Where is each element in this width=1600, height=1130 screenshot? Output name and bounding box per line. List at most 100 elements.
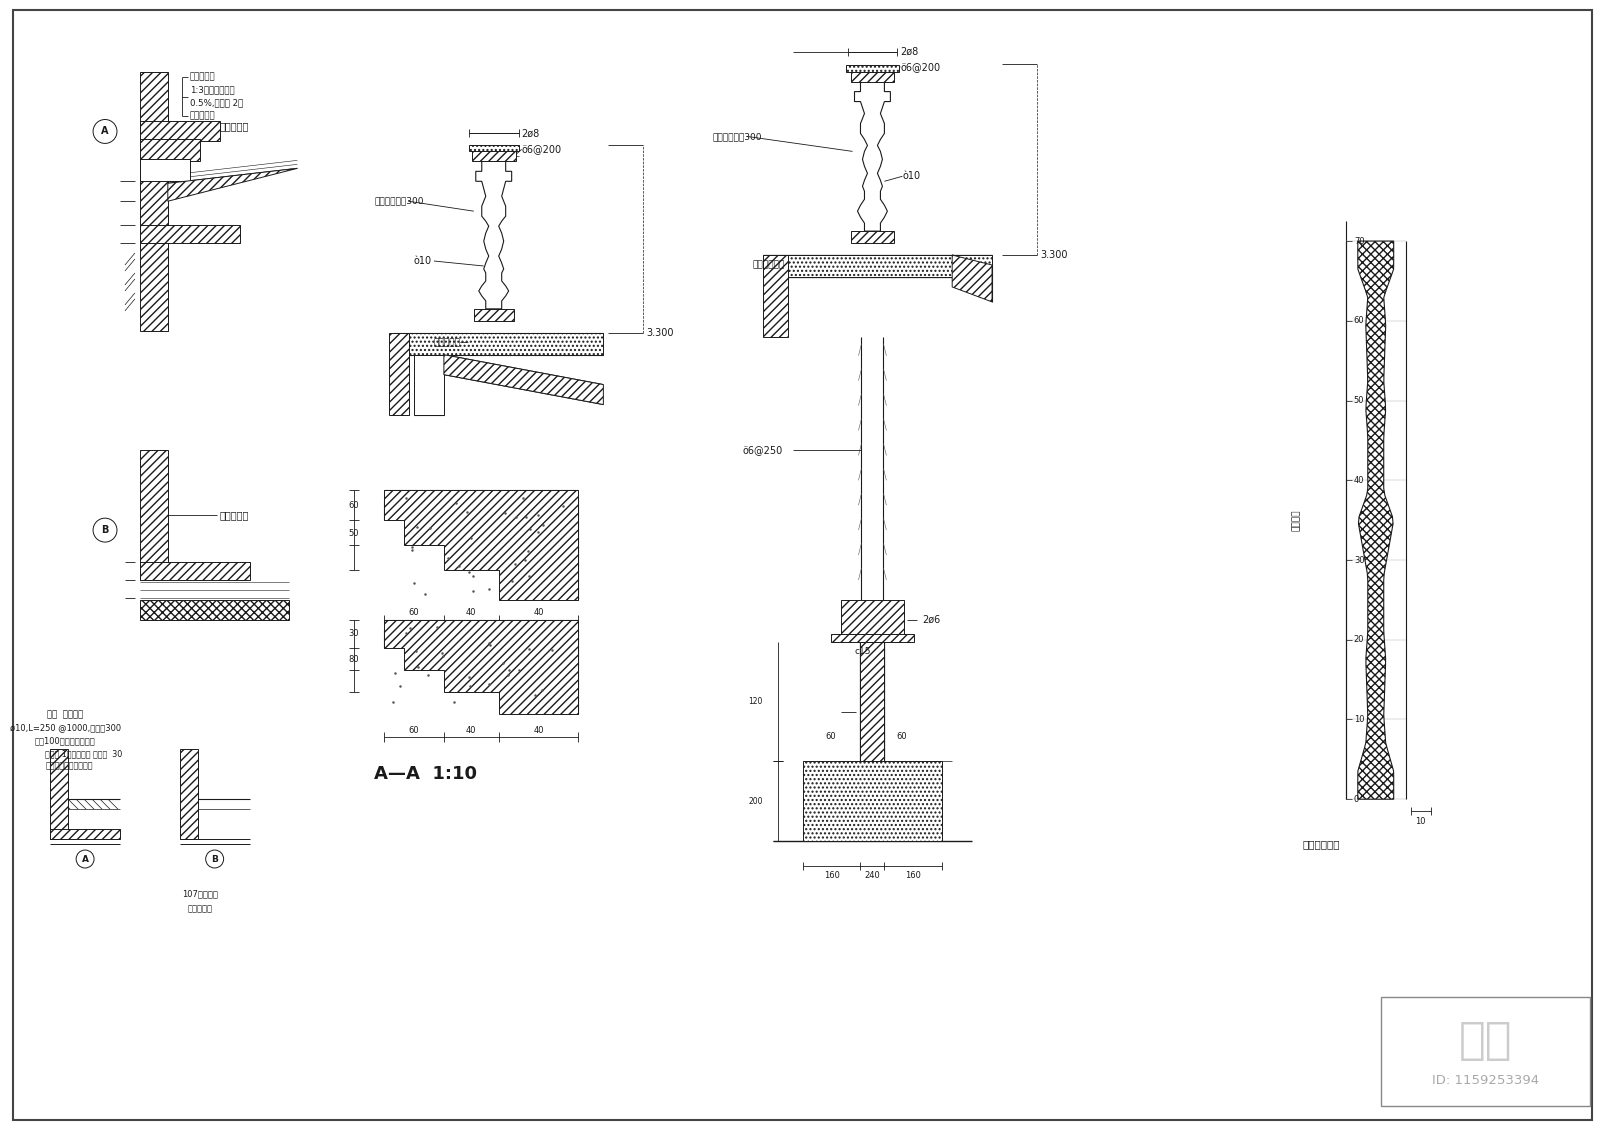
Polygon shape (168, 168, 298, 201)
Text: 80: 80 (349, 655, 358, 664)
Text: www.znzmo.com: www.znzmo.com (1011, 400, 1093, 461)
Text: 60: 60 (408, 608, 419, 617)
Text: 40: 40 (466, 725, 477, 734)
Bar (803, 762, 942, 841)
Text: 用润压条压紧带条压孔: 用润压条压紧带条压孔 (45, 762, 93, 771)
Polygon shape (50, 829, 120, 840)
Text: A—A  1:10: A—A 1:10 (374, 765, 477, 783)
Text: 2ø8: 2ø8 (522, 129, 539, 139)
Text: ò10: ò10 (414, 257, 432, 266)
Bar (139, 139, 200, 162)
Bar (474, 308, 514, 321)
Text: www.znzmo.com: www.znzmo.com (757, 146, 850, 217)
Text: 预制栏杆间距300: 预制栏杆间距300 (714, 132, 763, 141)
Polygon shape (861, 642, 885, 762)
Text: 0.5%,最薄处 2厘: 0.5%,最薄处 2厘 (190, 98, 243, 107)
Bar (179, 749, 198, 840)
Text: ID: 1159253394: ID: 1159253394 (1432, 1074, 1539, 1087)
Text: 160: 160 (906, 871, 922, 880)
Text: 预制栏杆样样: 预制栏杆样样 (1302, 840, 1339, 849)
Text: www.znzmo.com: www.znzmo.com (1054, 694, 1149, 765)
Polygon shape (443, 355, 603, 405)
Bar (763, 255, 787, 337)
Bar (139, 600, 290, 620)
Bar (851, 232, 894, 243)
Text: B: B (211, 854, 218, 863)
Text: 0: 0 (1354, 794, 1358, 803)
Text: 70: 70 (1354, 236, 1365, 245)
Bar (139, 225, 240, 243)
Text: 60: 60 (349, 501, 358, 510)
Text: www.znzmo.com: www.znzmo.com (910, 798, 994, 860)
Bar (840, 600, 904, 635)
Text: 知末网: 知末网 (243, 520, 266, 540)
Text: 卷材防水层: 卷材防水层 (187, 904, 213, 913)
Text: A: A (82, 854, 88, 863)
Text: 120: 120 (749, 697, 763, 706)
Text: 2ø6: 2ø6 (922, 615, 941, 625)
Text: ö6@200: ö6@200 (901, 62, 941, 71)
Text: 50: 50 (349, 529, 358, 538)
Text: 3.300: 3.300 (1040, 250, 1067, 260)
Text: ø10,L=250 @1000,转角处300: ø10,L=250 @1000,转角处300 (10, 723, 120, 732)
Text: 预制栏杆间距300: 预制栏杆间距300 (374, 197, 424, 206)
Bar (394, 332, 603, 355)
Text: 160: 160 (824, 871, 840, 880)
Text: www.znzmo.com: www.znzmo.com (712, 599, 794, 661)
Bar (472, 151, 515, 162)
Text: www.znzmo.com: www.znzmo.com (413, 400, 494, 461)
Text: B: B (101, 525, 109, 536)
Bar (139, 451, 168, 580)
Bar (763, 255, 992, 277)
Bar (1381, 997, 1590, 1106)
Polygon shape (475, 162, 512, 308)
Bar (851, 71, 894, 81)
Text: 10: 10 (1354, 715, 1365, 724)
Text: 3.300: 3.300 (646, 328, 674, 338)
Text: 240: 240 (864, 871, 880, 880)
Text: 200: 200 (749, 797, 763, 806)
Text: 预埋长 1（图标中心 凡量）  30: 预埋长 1（图标中心 凡量） 30 (45, 749, 123, 758)
Text: 60: 60 (896, 732, 907, 741)
Text: 107胶水泵浆: 107胶水泵浆 (182, 889, 218, 898)
Bar (139, 159, 190, 181)
Text: 40: 40 (533, 725, 544, 734)
Text: 屋面做法一: 屋面做法一 (219, 510, 250, 520)
Text: 凡层新做法—: 凡层新做法— (434, 338, 470, 347)
Text: A: A (101, 127, 109, 137)
Text: 屋面做法二: 屋面做法二 (219, 121, 250, 131)
Text: 20: 20 (1354, 635, 1365, 644)
Text: 表样比例: 表样比例 (1291, 510, 1301, 531)
Text: 50: 50 (1354, 396, 1365, 405)
Polygon shape (384, 620, 579, 714)
Bar (414, 355, 443, 415)
Text: 通长  毹件拼板: 通长 毹件拼板 (46, 710, 83, 719)
Bar (139, 122, 219, 141)
Text: 40: 40 (1354, 476, 1365, 485)
Text: 30: 30 (349, 629, 358, 638)
Text: 30: 30 (1354, 556, 1365, 565)
Polygon shape (952, 255, 992, 302)
Text: 60: 60 (826, 732, 835, 741)
Bar (469, 146, 518, 151)
Text: www.znzmo.com: www.znzmo.com (314, 698, 395, 760)
Text: 60: 60 (1354, 316, 1365, 325)
Bar (139, 562, 250, 580)
Text: www.znzmo.com: www.znzmo.com (114, 200, 197, 262)
Polygon shape (384, 490, 579, 600)
Text: 1:3水泥砂浆找坡: 1:3水泥砂浆找坡 (190, 85, 234, 94)
Text: ö6@250: ö6@250 (742, 445, 782, 455)
Text: 40: 40 (466, 608, 477, 617)
Bar (139, 71, 168, 331)
Text: 现浇混凝土: 现浇混凝土 (190, 111, 216, 120)
Bar (389, 332, 410, 415)
Text: 知末网: 知末网 (693, 321, 714, 340)
Text: 2ø8: 2ø8 (901, 46, 918, 57)
Text: ò10: ò10 (902, 172, 920, 181)
Text: 10: 10 (1416, 817, 1426, 826)
Text: 外伸100（连筋带支架）: 外伸100（连筋带支架） (35, 736, 96, 745)
Text: c15: c15 (854, 647, 870, 657)
Text: ö6@200: ö6@200 (522, 145, 562, 155)
Text: 卷材防水层: 卷材防水层 (190, 72, 216, 81)
Text: 知未: 知未 (1459, 1019, 1512, 1062)
